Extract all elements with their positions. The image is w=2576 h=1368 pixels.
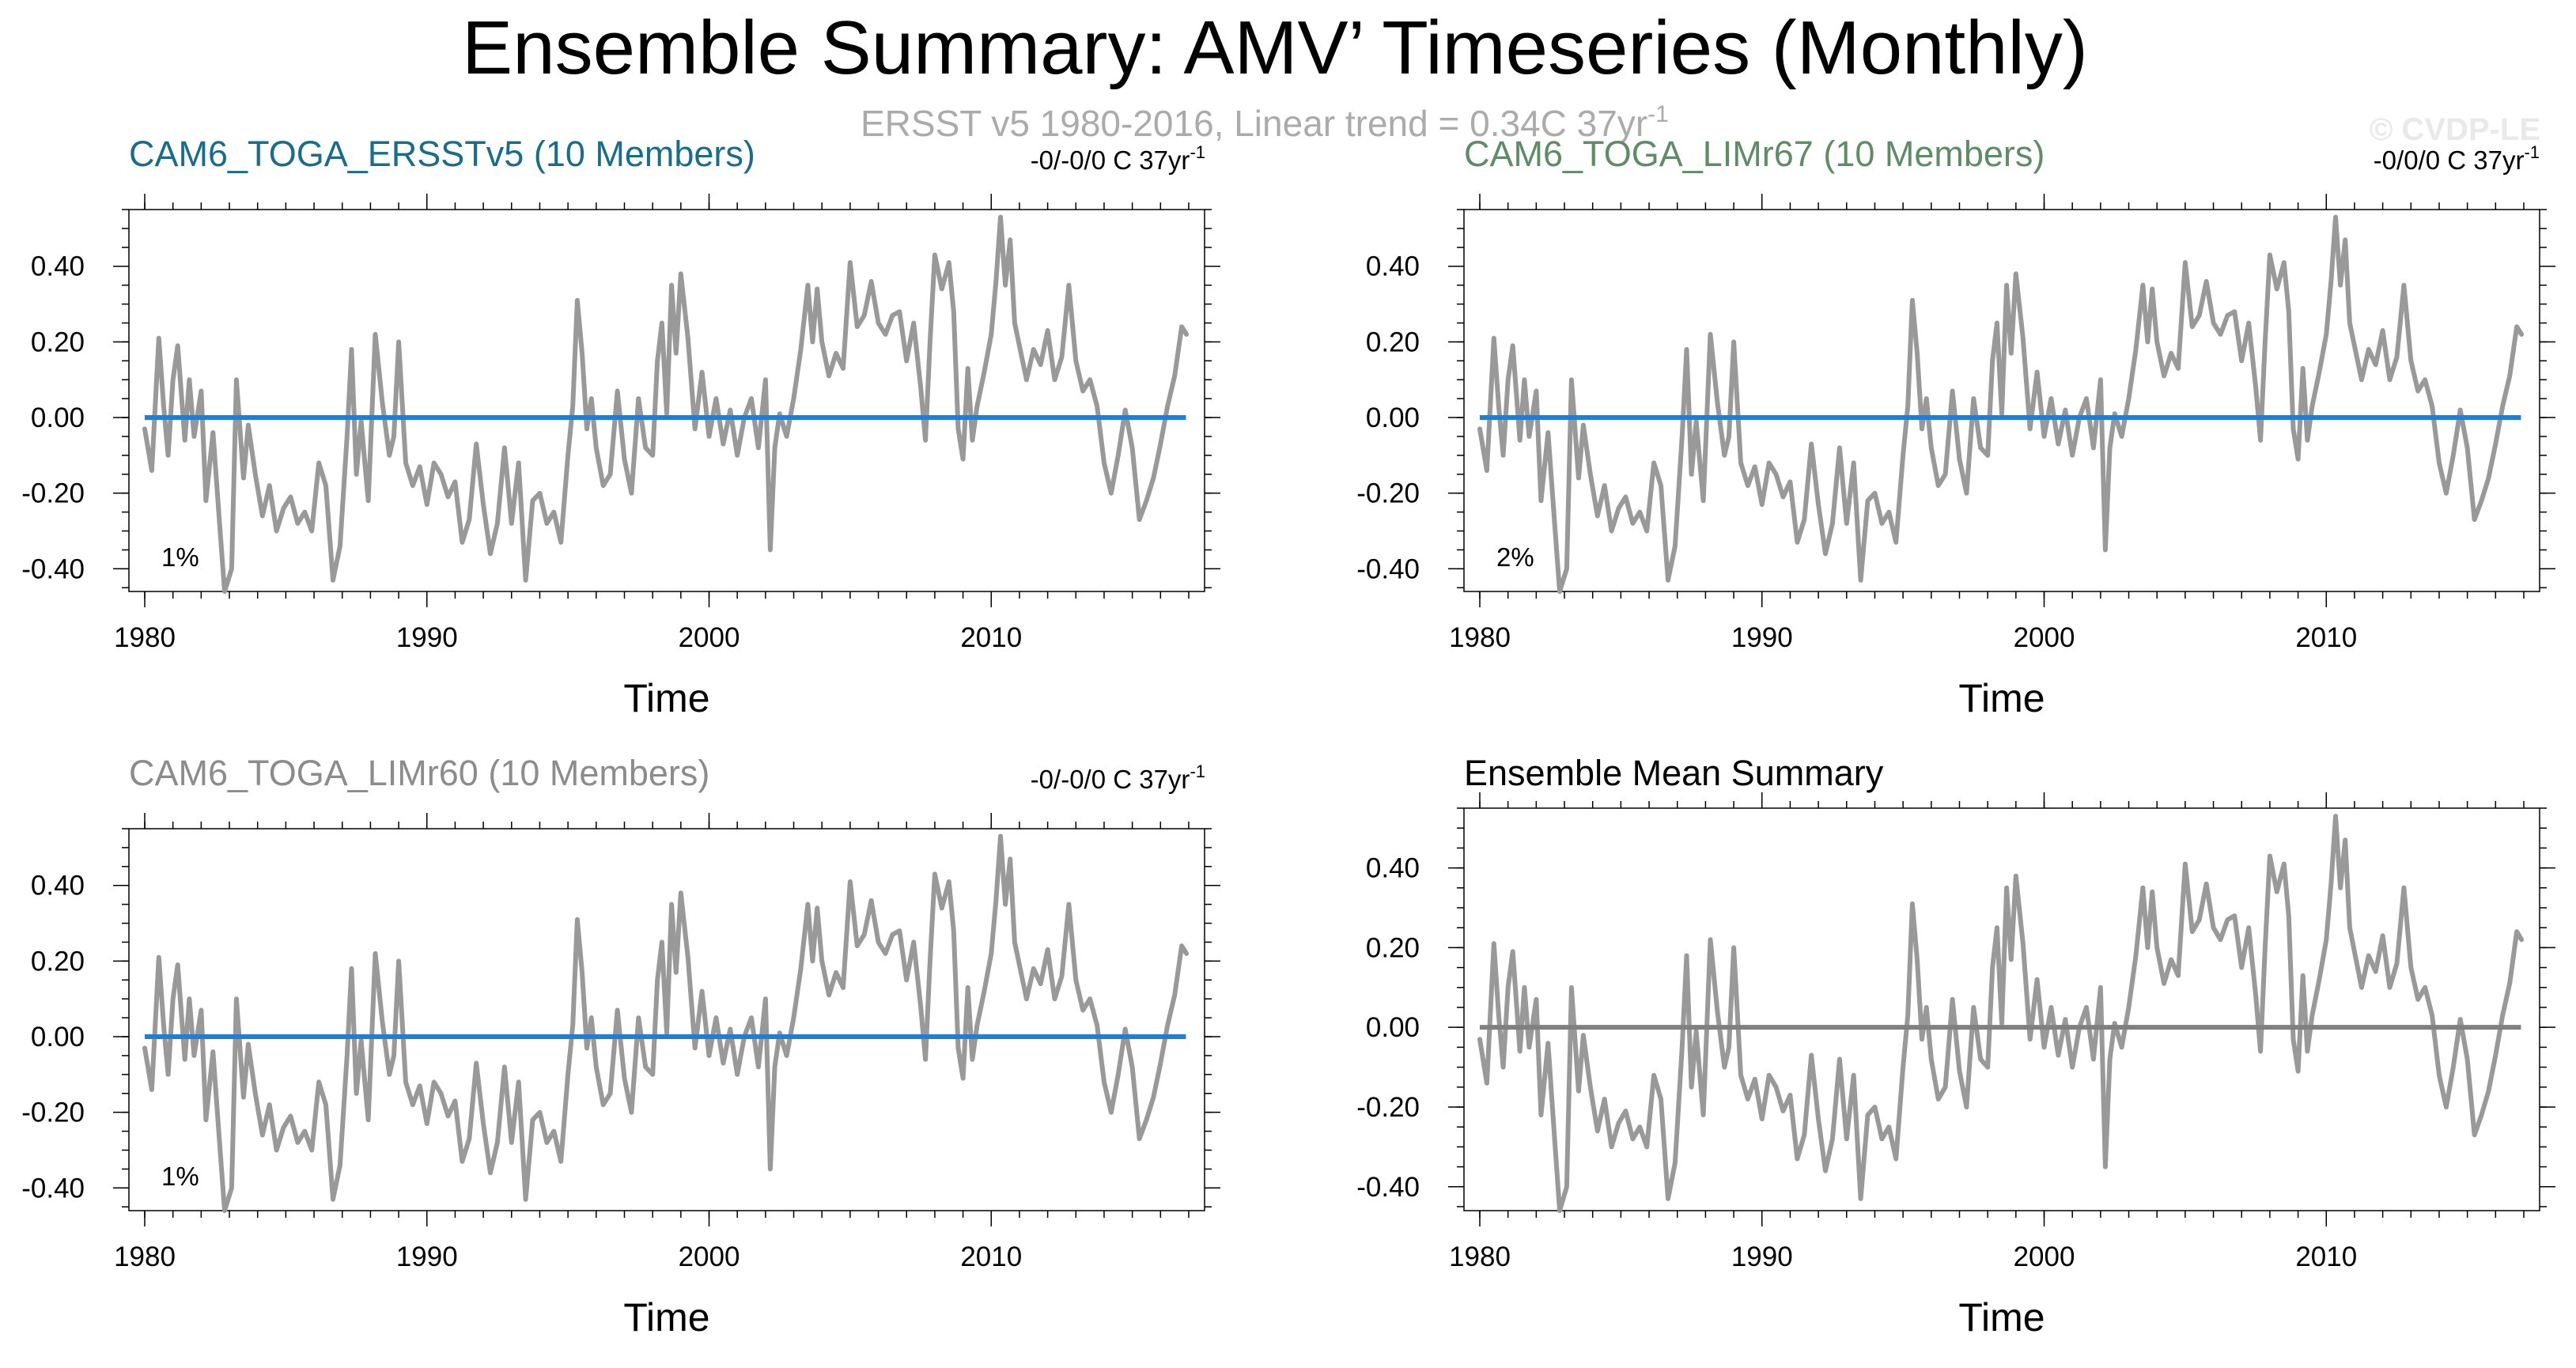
- panel-2: CAM6_TOGA_LIMr67 (10 Members) -0/0/0 C 37…: [1356, 134, 2555, 720]
- percentile-label: 1%: [161, 542, 199, 572]
- x-axis-title: Time: [623, 1295, 709, 1340]
- trend-label: -0/-0/0 C 37yr-1: [1031, 761, 1205, 794]
- percentile-label: 2%: [1496, 542, 1534, 572]
- y-tick-label: 0.20: [31, 327, 85, 357]
- y-tick-label: 0.00: [1366, 402, 1420, 433]
- y-tick-label: 0.40: [1366, 853, 1420, 884]
- panel-1: CAM6_TOGA_ERSSTv5 (10 Members) -0/-0/0 C …: [21, 134, 1220, 720]
- y-tick-label: -0.20: [21, 1098, 85, 1128]
- plot-frame: [128, 828, 1205, 1211]
- y-tick-label: 0.00: [31, 1022, 85, 1052]
- x-tick-label: 2000: [679, 622, 740, 653]
- x-tick-label: 2010: [960, 622, 1022, 653]
- y-tick-label: 0.00: [1366, 1012, 1420, 1043]
- watermark: © CVDP-LE: [2370, 112, 2540, 147]
- y-tick-label: 0.00: [31, 402, 85, 433]
- x-tick-label: 2010: [960, 1241, 1022, 1272]
- x-tick-label: 1980: [1449, 622, 1511, 653]
- trend-label-text: -0/0/0 C 37yr: [2374, 145, 2525, 175]
- y-tick-label: 0.20: [31, 946, 85, 977]
- series-line: [142, 833, 1190, 1213]
- y-tick-label: -0.40: [1356, 554, 1420, 584]
- trend-label: -0/0/0 C 37yr-1: [2374, 142, 2540, 175]
- figure-subtitle: ERSST v5 1980-2016, Linear trend = 0.34C…: [861, 101, 1669, 144]
- figure-subtitle-text: ERSST v5 1980-2016, Linear trend = 0.34C…: [861, 103, 1647, 144]
- x-tick-label: 2010: [2295, 1241, 2357, 1272]
- panel-title: CAM6_TOGA_ERSSTv5 (10 Members): [129, 134, 755, 174]
- figure-title: Ensemble Summary: AMV’ Timeseries (Month…: [462, 6, 2088, 90]
- series-line: [1477, 214, 2525, 594]
- panel-title: CAM6_TOGA_LIMr67 (10 Members): [1464, 134, 2045, 174]
- panel-title: Ensemble Mean Summary: [1464, 753, 1884, 793]
- x-tick-label: 1990: [1731, 622, 1793, 653]
- trend-label-text: -0/-0/0 C 37yr: [1031, 145, 1190, 175]
- trend-label-sup: -1: [1190, 142, 1205, 162]
- plot-frame: [1463, 209, 2540, 592]
- x-tick-label: 2000: [2014, 1241, 2075, 1272]
- x-tick-label: 1980: [1449, 1241, 1511, 1272]
- x-tick-label: 2000: [679, 1241, 740, 1272]
- y-tick-label: -0.20: [1356, 478, 1420, 509]
- plot-frame: [128, 209, 1205, 592]
- y-tick-label: 0.40: [1366, 251, 1420, 282]
- panels-layer: CAM6_TOGA_ERSSTv5 (10 Members) -0/-0/0 C …: [21, 134, 2555, 1340]
- series-line: [142, 214, 1190, 594]
- x-tick-label: 2010: [2295, 622, 2357, 653]
- y-tick-label: 0.20: [1366, 932, 1420, 963]
- panel-3: CAM6_TOGA_LIMr60 (10 Members) -0/-0/0 C 3…: [21, 753, 1220, 1340]
- x-axis-title: Time: [1958, 1295, 2045, 1340]
- y-tick-label: -0.40: [21, 554, 85, 584]
- x-tick-label: 1990: [1731, 1241, 1793, 1272]
- x-axis-title: Time: [623, 676, 709, 720]
- x-tick-label: 2000: [2014, 622, 2075, 653]
- figure-subtitle-sup: -1: [1647, 101, 1669, 127]
- trend-label-sup: -1: [2524, 142, 2540, 162]
- series-line: [1477, 814, 2525, 1213]
- y-tick-label: -0.40: [1356, 1172, 1420, 1203]
- x-tick-label: 1990: [396, 622, 458, 653]
- y-tick-label: 0.40: [31, 871, 85, 901]
- x-axis-title: Time: [1958, 676, 2045, 720]
- trend-label: -0/-0/0 C 37yr-1: [1031, 142, 1205, 175]
- panel-4: Ensemble Mean Summary -0.40 -0.20 0.00 0.20 0…: [1356, 753, 2555, 1340]
- y-tick-label: 0.20: [1366, 327, 1420, 357]
- trend-label-sup: -1: [1190, 761, 1205, 781]
- trend-label-text: -0/-0/0 C 37yr: [1031, 765, 1190, 794]
- x-tick-label: 1990: [396, 1241, 458, 1272]
- percentile-label: 1%: [161, 1162, 199, 1191]
- plot-frame: [1463, 807, 2540, 1211]
- y-tick-label: -0.20: [1356, 1092, 1420, 1123]
- x-tick-label: 1980: [114, 1241, 176, 1272]
- x-tick-label: 1980: [114, 622, 176, 653]
- y-tick-label: -0.20: [21, 478, 85, 509]
- panel-title: CAM6_TOGA_LIMr60 (10 Members): [129, 753, 709, 793]
- y-tick-label: -0.40: [21, 1173, 85, 1204]
- y-tick-label: 0.40: [31, 251, 85, 282]
